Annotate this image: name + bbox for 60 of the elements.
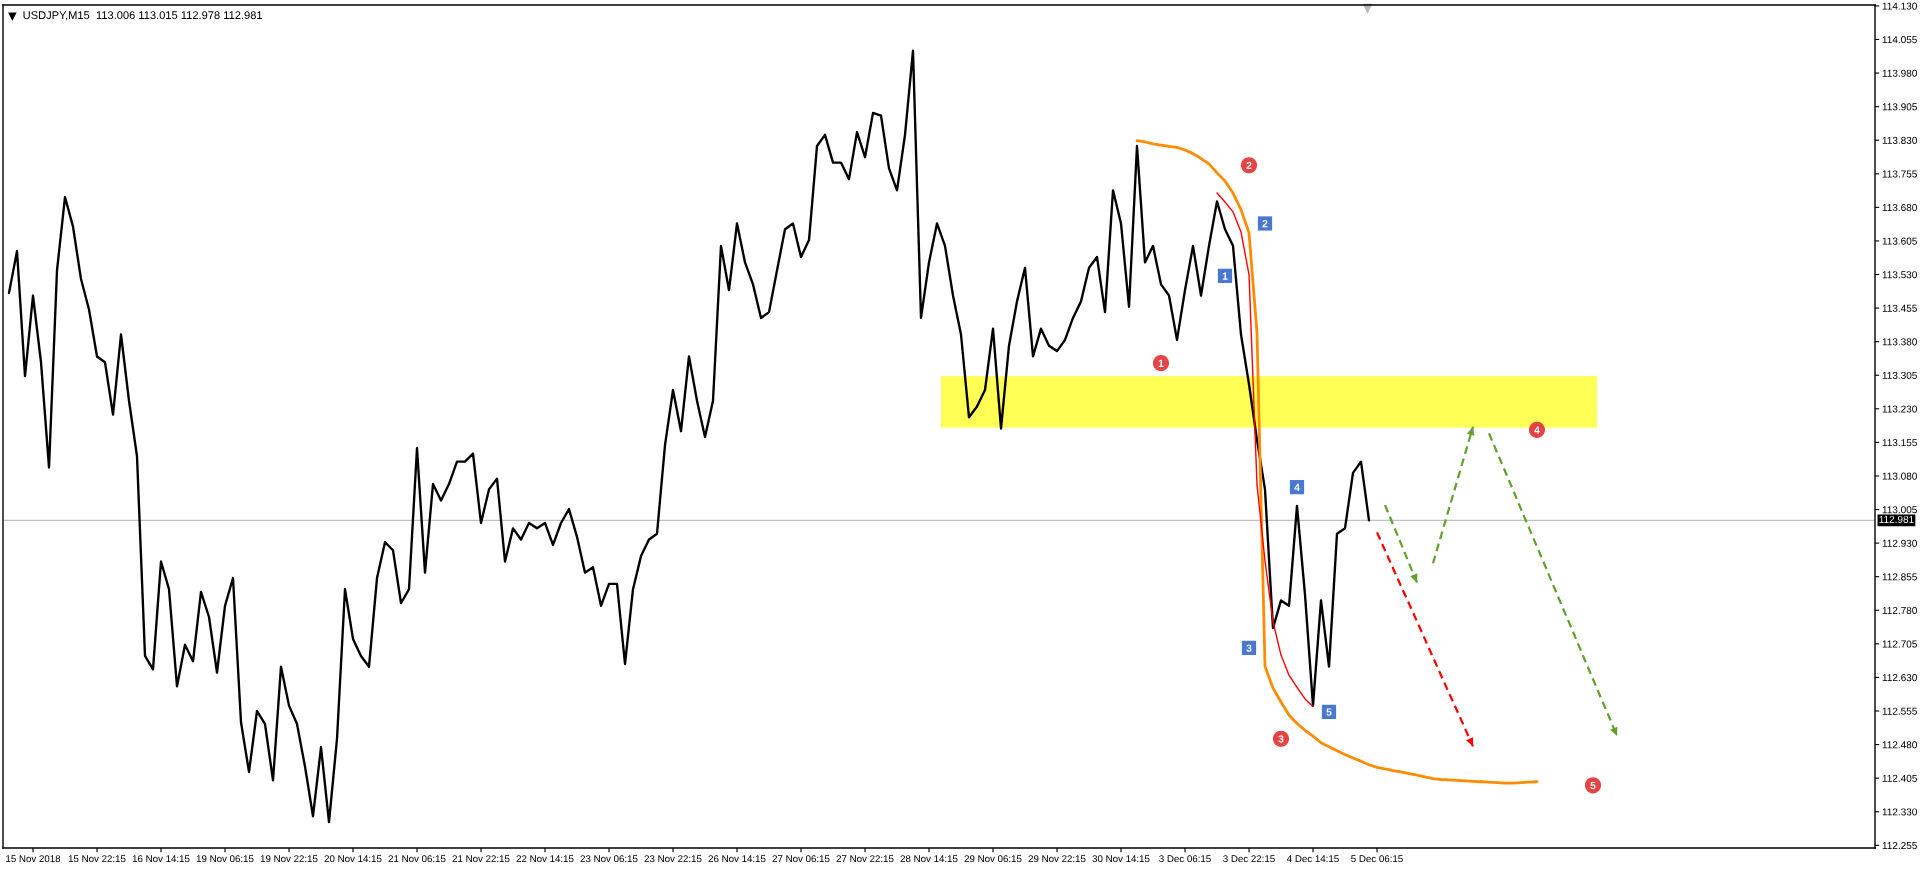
- series-label: 1: [1158, 359, 1164, 367]
- series-label: 2: [1246, 161, 1252, 170]
- y-tick-label: 113.305: [1882, 371, 1917, 379]
- y-tick-label: 113.755: [1882, 170, 1917, 178]
- x-tick-label: 4 Dec 14:15: [1287, 855, 1339, 863]
- x-tick-label: 23 Nov 06:15: [580, 855, 638, 863]
- x-tick-label: 5 Dec 06:15: [1351, 855, 1403, 863]
- x-tick-label: 30 Nov 14:15: [1092, 855, 1150, 863]
- x-tick-label: 20 Nov 14:15: [324, 855, 382, 863]
- x-tick-label: 16 Nov 14:15: [132, 855, 190, 863]
- x-tick-label: 19 Nov 22:15: [260, 855, 318, 863]
- x-tick-label: 29 Nov 22:15: [1028, 855, 1086, 863]
- y-tick-label: 112.330: [1882, 808, 1917, 816]
- x-tick-label: 23 Nov 22:15: [644, 855, 702, 863]
- y-tick-label: 114.130: [1882, 2, 1917, 10]
- y-tick-label: 114.055: [1882, 36, 1917, 44]
- y-tick-label: 112.630: [1882, 674, 1917, 682]
- series-label: 4: [1534, 426, 1540, 434]
- x-tick-label: 15 Nov 2018: [6, 855, 61, 863]
- y-tick-label: 112.255: [1882, 841, 1917, 850]
- y-tick-label: 112.930: [1882, 539, 1917, 547]
- x-tick-label: 15 Nov 22:15: [68, 855, 126, 863]
- series-label: 5: [1326, 708, 1332, 716]
- y-tick-label: 113.830: [1882, 136, 1917, 144]
- x-tick-label: 21 Nov 06:15: [388, 855, 446, 863]
- y-tick-label: 113.980: [1882, 69, 1917, 77]
- x-tick-label: 19 Nov 06:15: [196, 855, 254, 863]
- series-label: 1: [1222, 272, 1228, 280]
- y-tick-label: 113.005: [1882, 506, 1917, 514]
- x-tick-label: 29 Nov 06:15: [964, 855, 1022, 863]
- y-tick-label: 113.155: [1882, 439, 1917, 447]
- series-label: 4: [1294, 483, 1300, 491]
- series-label: 3: [1246, 644, 1252, 652]
- x-tick-label: 3 Dec 22:15: [1223, 855, 1275, 863]
- x-tick-label: 28 Nov 14:15: [900, 855, 958, 863]
- x-tick-label: 26 Nov 14:15: [708, 855, 766, 863]
- x-tick-label: 3 Dec 06:15: [1159, 855, 1211, 863]
- y-tick-label: 113.455: [1882, 304, 1917, 312]
- y-tick-label: 113.230: [1882, 405, 1917, 413]
- y-tick-label: 112.405: [1882, 774, 1917, 782]
- y-tick-label: 113.080: [1882, 472, 1917, 480]
- series-label: 3: [1278, 735, 1284, 743]
- x-tick-label: 22 Nov 14:15: [516, 855, 574, 863]
- x-tick-label: 27 Nov 06:15: [772, 855, 830, 863]
- y-tick-label: 112.855: [1882, 573, 1917, 581]
- y-tick-label: 112.780: [1882, 606, 1917, 614]
- x-tick-label: 21 Nov 22:15: [452, 855, 510, 863]
- series-label: 5: [1590, 781, 1596, 790]
- y-tick-label: 113.530: [1882, 271, 1917, 279]
- y-tick-label: 112.480: [1882, 741, 1917, 749]
- series-label: 2: [1262, 219, 1268, 228]
- y-tick-label: 112.705: [1882, 640, 1917, 648]
- x-tick-label: 27 Nov 22:15: [836, 855, 894, 863]
- y-tick-label: 113.605: [1882, 237, 1917, 245]
- ref-line-label: 112.981: [1879, 515, 1914, 523]
- y-tick-label: 113.380: [1882, 338, 1917, 346]
- y-tick-label: 113.905: [1882, 103, 1917, 111]
- chart-title: USDJPY,M15 113.006 113.015 112.978 112.981: [23, 11, 263, 21]
- y-tick-label: 113.680: [1882, 204, 1917, 212]
- y-tick-label: 112.555: [1882, 707, 1917, 715]
